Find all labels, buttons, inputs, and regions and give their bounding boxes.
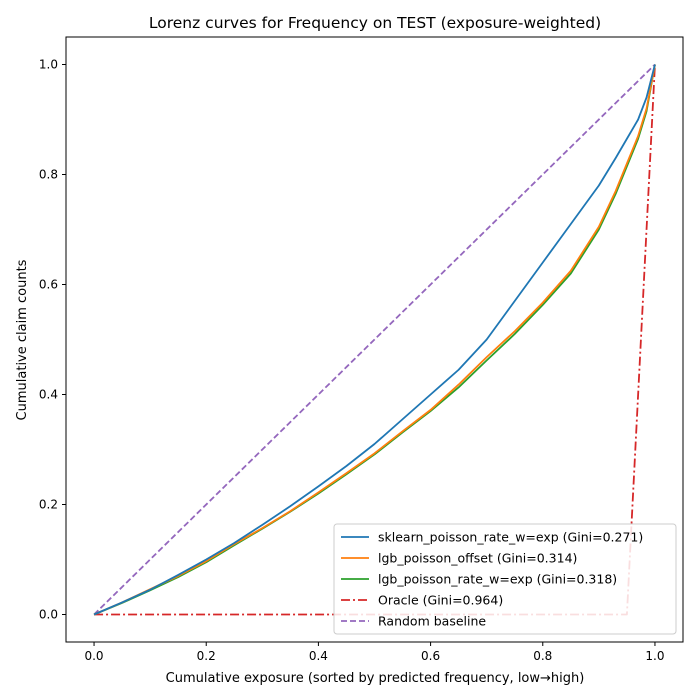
y-tick-label: 0.6 — [39, 278, 58, 292]
y-tick-label: 1.0 — [39, 58, 58, 72]
y-axis-title: Cumulative claim counts — [15, 259, 30, 420]
y-tick-label: 0.8 — [39, 168, 58, 182]
legend: sklearn_poisson_rate_w=exp (Gini=0.271) l… — [333, 523, 677, 635]
series-line-1 — [93, 64, 656, 616]
plot-frame — [65, 36, 684, 643]
x-tick-label: 0.6 — [421, 649, 440, 663]
x-tick-label: 0.0 — [84, 649, 103, 663]
legend-label-1: lgb_poisson_offset (Gini=0.314) — [378, 551, 577, 566]
x-tick-label: 0.8 — [533, 649, 552, 663]
y-tick-label: 0.2 — [39, 498, 58, 512]
x-tick-label: 0.4 — [309, 649, 328, 663]
chart-title: Lorenz curves for Frequency on TEST (exp… — [149, 14, 601, 32]
legend-label-0: sklearn_poisson_rate_w=exp (Gini=0.271) — [378, 530, 643, 545]
legend-label-3: Oracle (Gini=0.964) — [378, 593, 503, 608]
y-tick-label: 0.4 — [39, 388, 58, 402]
x-axis-title: Cumulative exposure (sorted by predicted… — [166, 671, 585, 686]
legend-frame — [333, 523, 677, 635]
series-line-0 — [93, 64, 656, 616]
ticks-layer: 0.0 0.2 0.4 0.6 0.8 1.0 0.0 0.2 0.4 0.6 0.8 1.0 — [39, 58, 665, 664]
x-tick-label: 1.0 — [645, 649, 664, 663]
x-tick-label: 0.2 — [197, 649, 216, 663]
legend-label-2: lgb_poisson_rate_w=exp (Gini=0.318) — [378, 572, 617, 587]
series-line-4 — [93, 63, 656, 616]
legend-label-4: Random baseline — [378, 614, 486, 629]
y-tick-label: 0.0 — [39, 608, 58, 622]
